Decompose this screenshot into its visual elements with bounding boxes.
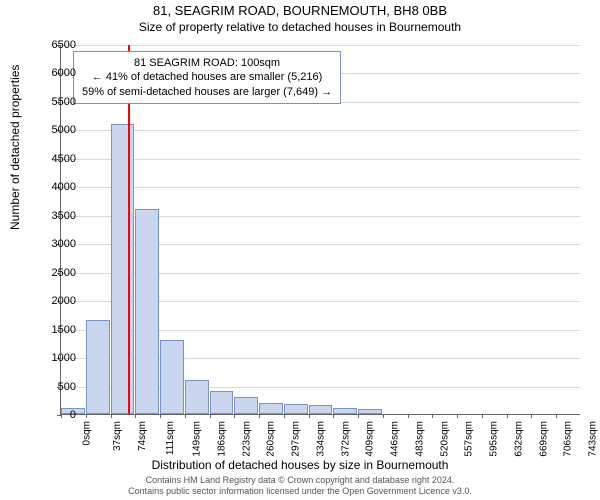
x-tick-label: 37sqm <box>112 421 123 451</box>
footer-line2: Contains public sector information licen… <box>0 486 600 497</box>
x-tick-label: 0sqm <box>81 421 92 445</box>
grid-line <box>61 130 580 131</box>
x-tick-label: 74sqm <box>137 421 148 451</box>
histogram-bar <box>333 408 357 414</box>
histogram-bar <box>111 124 135 414</box>
y-tick-label: 500 <box>46 381 76 393</box>
x-tick-label: 595sqm <box>489 421 500 457</box>
grid-line <box>61 159 580 160</box>
histogram-bar <box>259 403 283 414</box>
y-tick-label: 6500 <box>46 39 76 51</box>
y-tick-label: 2500 <box>46 267 76 279</box>
y-tick-label: 4000 <box>46 181 76 193</box>
chart-title-block: 81, SEAGRIM ROAD, BOURNEMOUTH, BH8 0BB S… <box>0 0 600 34</box>
x-tick-label: 149sqm <box>192 421 203 457</box>
x-tick-mark <box>358 414 359 418</box>
grid-line <box>61 187 580 188</box>
histogram-bar <box>135 209 159 414</box>
histogram-bar <box>210 391 234 414</box>
x-tick-label: 483sqm <box>414 421 425 457</box>
histogram-bar <box>284 404 308 414</box>
x-tick-label: 223sqm <box>241 421 252 457</box>
x-tick-mark <box>185 414 186 418</box>
info-box-line2: ← 41% of detached houses are smaller (5,… <box>82 70 332 84</box>
y-tick-label: 3000 <box>46 238 76 250</box>
x-tick-mark <box>408 414 409 418</box>
x-tick-mark <box>482 414 483 418</box>
chart-title-line2: Size of property relative to detached ho… <box>0 20 600 34</box>
x-tick-mark <box>531 414 532 418</box>
x-tick-mark <box>457 414 458 418</box>
x-tick-label: 706sqm <box>563 421 574 457</box>
x-tick-label: 334sqm <box>315 421 326 457</box>
footer-line1: Contains HM Land Registry data © Crown c… <box>0 475 600 486</box>
x-tick-label: 446sqm <box>390 421 401 457</box>
histogram-bar <box>86 320 110 414</box>
y-tick-label: 1000 <box>46 352 76 364</box>
x-tick-label: 372sqm <box>340 421 351 457</box>
x-tick-label: 186sqm <box>216 421 227 457</box>
x-axis-label: Distribution of detached houses by size … <box>0 458 600 472</box>
y-tick-label: 1500 <box>46 324 76 336</box>
chart-title-line1: 81, SEAGRIM ROAD, BOURNEMOUTH, BH8 0BB <box>0 3 600 18</box>
y-axis-label: Number of detached properties <box>8 65 22 230</box>
x-tick-mark <box>432 414 433 418</box>
y-tick-label: 3500 <box>46 210 76 222</box>
info-box-line1: 81 SEAGRIM ROAD: 100sqm <box>82 56 332 70</box>
y-tick-label: 2000 <box>46 295 76 307</box>
property-info-box: 81 SEAGRIM ROAD: 100sqm ← 41% of detache… <box>73 51 341 104</box>
histogram-bar <box>160 340 184 414</box>
histogram-bar <box>185 380 209 414</box>
x-tick-label: 632sqm <box>514 421 525 457</box>
x-tick-mark <box>383 414 384 418</box>
y-tick-label: 0 <box>46 409 76 421</box>
x-tick-label: 520sqm <box>439 421 450 457</box>
x-tick-label: 669sqm <box>538 421 549 457</box>
x-tick-mark <box>234 414 235 418</box>
grid-line <box>61 45 580 46</box>
x-tick-label: 111sqm <box>165 421 176 455</box>
x-tick-mark <box>160 414 161 418</box>
y-tick-label: 6000 <box>46 67 76 79</box>
x-tick-mark <box>86 414 87 418</box>
x-tick-label: 297sqm <box>291 421 302 457</box>
histogram-bar <box>358 409 382 414</box>
y-tick-label: 4500 <box>46 153 76 165</box>
x-tick-label: 260sqm <box>266 421 277 457</box>
x-tick-mark <box>210 414 211 418</box>
y-tick-label: 5000 <box>46 124 76 136</box>
x-tick-mark <box>309 414 310 418</box>
chart-plot-area: 81 SEAGRIM ROAD: 100sqm ← 41% of detache… <box>60 45 580 415</box>
x-tick-label: 743sqm <box>588 421 599 457</box>
x-tick-mark <box>284 414 285 418</box>
histogram-bar <box>234 397 258 414</box>
x-tick-label: 409sqm <box>365 421 376 457</box>
x-tick-mark <box>111 414 112 418</box>
x-tick-mark <box>556 414 557 418</box>
info-box-line3: 59% of semi-detached houses are larger (… <box>82 85 332 99</box>
x-tick-mark <box>135 414 136 418</box>
x-tick-mark <box>333 414 334 418</box>
x-tick-mark <box>507 414 508 418</box>
x-tick-label: 557sqm <box>464 421 475 457</box>
y-tick-label: 5500 <box>46 96 76 108</box>
histogram-bar <box>309 405 333 414</box>
chart-footer: Contains HM Land Registry data © Crown c… <box>0 475 600 497</box>
x-tick-mark <box>259 414 260 418</box>
